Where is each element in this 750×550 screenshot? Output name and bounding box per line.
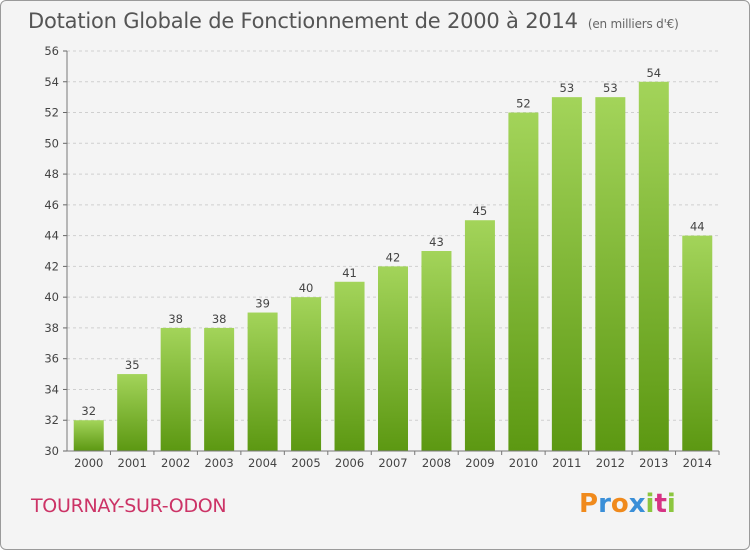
bar-value-label: 54 <box>646 66 661 80</box>
bar-2002 <box>160 327 191 451</box>
bar-2004 <box>247 312 278 451</box>
bar-value-label: 38 <box>168 312 183 326</box>
bar-2014 <box>682 235 713 451</box>
chart-subtitle: (en milliers d'€) <box>587 17 679 31</box>
x-tick-label: 2000 <box>74 456 103 470</box>
logo-letter: t <box>654 489 667 519</box>
x-tick-label: 2005 <box>291 456 320 470</box>
proxiti-logo[interactable]: Proxiti <box>579 489 676 519</box>
bar-value-label: 35 <box>125 358 140 372</box>
y-tick-label: 40 <box>44 290 59 304</box>
y-tick-label: 50 <box>44 136 59 150</box>
bar-value-label: 45 <box>473 204 488 218</box>
bar-2001 <box>117 374 148 451</box>
bar-value-label: 38 <box>212 312 227 326</box>
place-name: TOURNAY-SUR-ODON <box>31 495 227 517</box>
x-tick-label: 2003 <box>204 456 233 470</box>
bar-value-label: 41 <box>342 266 357 280</box>
logo-letter: P <box>579 489 599 519</box>
bar-2010 <box>508 112 539 452</box>
bar-value-label: 52 <box>516 97 531 111</box>
x-axis: 2000 2001 2002 2003 2004 2005 2006 2007 2008 2009… <box>67 450 720 470</box>
bar-value-label: 53 <box>603 81 618 95</box>
bar-2000 <box>73 420 104 451</box>
x-tick-label: 2009 <box>465 456 494 470</box>
bar-value-label: 40 <box>299 281 314 295</box>
x-tick-label: 2004 <box>248 456 277 470</box>
y-tick-label: 54 <box>44 75 59 89</box>
y-tick-label: 36 <box>44 352 59 366</box>
bar-2006 <box>334 281 365 451</box>
logo-letter: r <box>598 489 611 519</box>
y-tick-label: 44 <box>44 229 59 243</box>
x-tick-label: 2010 <box>509 456 538 470</box>
y-tick-label: 52 <box>44 106 59 120</box>
bar-value-label: 32 <box>81 404 96 418</box>
x-tick-label: 2007 <box>378 456 407 470</box>
bar-2008 <box>421 251 452 451</box>
chart-title-text: Dotation Globale de Fonctionnement de 20… <box>28 9 578 33</box>
y-tick-label: 48 <box>44 167 59 181</box>
y-axis: 30 32 34 36 38 40 42 44 46 48 50 52 54 56 <box>44 44 68 458</box>
bars: 32 35 38 38 39 40 41 42 43 45 52 53 53 54 44 <box>73 66 713 452</box>
x-tick-label: 2001 <box>118 456 147 470</box>
y-tick-label: 32 <box>44 413 59 427</box>
y-tick-label: 56 <box>44 44 59 58</box>
y-tick-label: 46 <box>44 198 59 212</box>
bar-value-label: 39 <box>255 297 270 311</box>
logo-letter: o <box>610 489 629 519</box>
chart-title: Dotation Globale de Fonctionnement de 20… <box>28 9 679 33</box>
bar-2003 <box>204 327 235 451</box>
logo-letter: x <box>628 489 646 519</box>
logo-letter: i <box>645 489 655 519</box>
bar-2007 <box>378 266 408 451</box>
y-tick-label: 38 <box>44 321 59 335</box>
logo-letter: i <box>666 489 676 519</box>
x-tick-label: 2006 <box>335 456 364 470</box>
x-tick-label: 2002 <box>161 456 190 470</box>
bar-value-label: 42 <box>386 250 401 264</box>
bar-2013 <box>638 81 669 452</box>
x-tick-label: 2008 <box>422 456 451 470</box>
bar-value-label: 44 <box>690 220 705 234</box>
bar-2005 <box>291 297 322 451</box>
bar-value-label: 43 <box>429 235 444 249</box>
x-tick-label: 2013 <box>639 456 668 470</box>
x-tick-label: 2011 <box>552 456 581 470</box>
y-tick-label: 34 <box>44 382 59 396</box>
bar-value-label: 53 <box>560 81 575 95</box>
y-tick-label: 42 <box>44 259 59 273</box>
x-tick-label: 2012 <box>596 456 625 470</box>
y-tick-label: 30 <box>44 444 59 458</box>
bar-2009 <box>464 220 495 451</box>
bar-2012 <box>595 97 626 452</box>
x-tick-label: 2014 <box>683 456 712 470</box>
bar-2011 <box>551 97 582 452</box>
